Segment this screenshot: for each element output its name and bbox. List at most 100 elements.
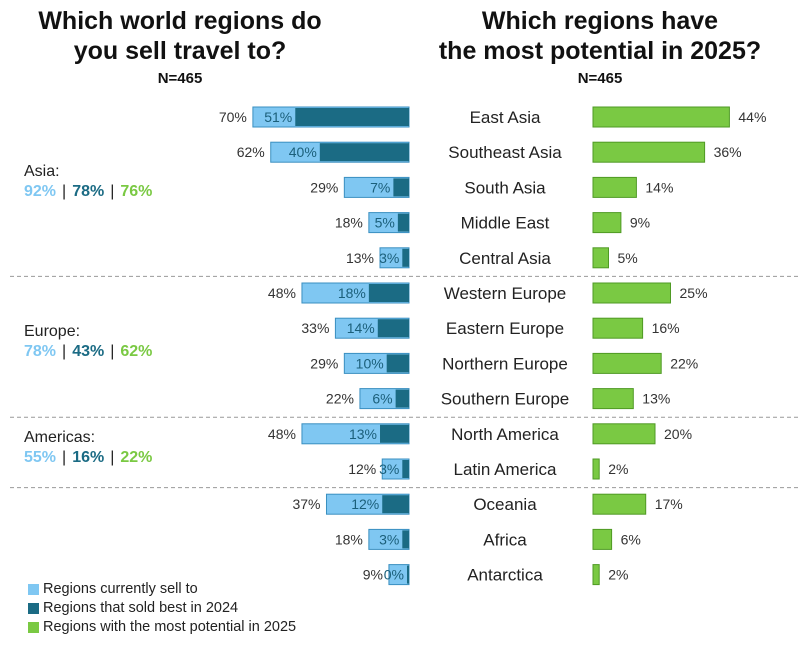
right-title-line-2: the most potential in 2025? bbox=[438, 37, 762, 65]
potential-label-east-asia: 44% bbox=[738, 109, 766, 125]
legend-item-sold-best: Regions that sold best in 2024 bbox=[28, 599, 296, 618]
potential-bar-africa bbox=[592, 528, 613, 550]
summary-europe-label: Europe: bbox=[24, 323, 81, 340]
category-label-east-asia: East Asia bbox=[470, 108, 541, 127]
legend-swatch-sell bbox=[28, 584, 39, 595]
potential-label-southeast-asia: 36% bbox=[714, 144, 742, 160]
summary-europe-best: 43% bbox=[72, 343, 105, 360]
legend-swatch-potential bbox=[28, 622, 39, 633]
potential-bar-central-asia bbox=[592, 247, 609, 269]
best-bar-central-asia bbox=[402, 248, 409, 267]
best-label-east-asia: 51% bbox=[264, 109, 292, 125]
summary-europe: Europe: 78% | 43% | 62% bbox=[24, 323, 153, 360]
best-label-south-asia: 7% bbox=[370, 179, 390, 195]
category-label-northern-europe: Northern Europe bbox=[442, 354, 568, 373]
best-label-eastern-europe: 14% bbox=[347, 320, 375, 336]
best-bar-southeast-asia bbox=[319, 143, 409, 162]
best-label-southeast-asia: 40% bbox=[289, 144, 317, 160]
potential-label-northern-europe: 22% bbox=[670, 355, 698, 371]
potential-bar-south-asia bbox=[592, 176, 637, 198]
right-chart-title: Which regions have the most potential in… bbox=[400, 6, 800, 66]
legend-swatch-sold-best bbox=[28, 603, 39, 614]
best-bar-east-asia bbox=[295, 108, 409, 126]
summary-americas-label: Americas: bbox=[24, 429, 96, 446]
best-label-north-america: 13% bbox=[349, 426, 377, 442]
category-label-oceania: Oceania bbox=[473, 495, 537, 514]
summary-americas-best: 16% bbox=[72, 449, 105, 466]
category-label-antarctica: Antarctica bbox=[467, 566, 543, 585]
category-label-middle-east: Middle East bbox=[461, 214, 550, 233]
potential-bar-middle-east bbox=[592, 212, 622, 234]
sell-label-central-asia: 13% bbox=[346, 250, 374, 266]
potential-bar-eastern-europe bbox=[592, 317, 644, 339]
summary-europe-potential: 62% bbox=[120, 343, 153, 360]
left-chart-title: Which world regions do you sell travel t… bbox=[0, 6, 360, 66]
sell-label-antarctica: 9% bbox=[363, 567, 383, 583]
best-label-central-asia: 3% bbox=[379, 250, 399, 266]
potential-label-south-asia: 14% bbox=[645, 179, 673, 195]
summary-asia-potential: 76% bbox=[120, 183, 153, 200]
category-label-latin-america: Latin America bbox=[454, 460, 558, 479]
sell-label-southern-europe: 22% bbox=[326, 391, 354, 407]
legend-item-sell: Regions currently sell to bbox=[28, 580, 296, 599]
chart-legend: Regions currently sell to Regions that s… bbox=[28, 580, 296, 637]
best-label-middle-east: 5% bbox=[375, 215, 395, 231]
potential-bar-east-asia bbox=[592, 106, 730, 128]
potential-label-eastern-europe: 16% bbox=[652, 320, 680, 336]
summary-americas: Americas: 55% | 16% | 22% bbox=[24, 429, 153, 466]
best-label-southern-europe: 6% bbox=[372, 391, 392, 407]
legend-label-potential: Regions with the most potential in 2025 bbox=[43, 619, 297, 635]
summary-americas-potential: 22% bbox=[120, 449, 153, 466]
potential-bar-north-america bbox=[592, 423, 656, 445]
potential-bar-southern-europe bbox=[592, 388, 634, 410]
best-bar-western-europe bbox=[368, 284, 409, 302]
left-title-line-1: Which world regions do bbox=[38, 7, 322, 35]
best-bar-northern-europe bbox=[386, 354, 409, 373]
potential-label-north-america: 20% bbox=[664, 426, 692, 442]
best-bar-south-asia bbox=[393, 178, 409, 197]
category-label-south-asia: South Asia bbox=[464, 178, 546, 197]
category-label-southeast-asia: Southeast Asia bbox=[448, 143, 562, 162]
legend-item-potential: Regions with the most potential in 2025 bbox=[28, 618, 296, 637]
sell-label-western-europe: 48% bbox=[268, 285, 296, 301]
potential-label-middle-east: 9% bbox=[630, 215, 650, 231]
best-label-northern-europe: 10% bbox=[356, 355, 384, 371]
summary-asia-best: 78% bbox=[72, 183, 105, 200]
legend-label-sold-best: Regions that sold best in 2024 bbox=[43, 600, 239, 616]
summary-americas-sell: 55% bbox=[24, 449, 57, 466]
best-bar-southern-europe bbox=[395, 389, 409, 408]
category-label-eastern-europe: Eastern Europe bbox=[446, 319, 564, 338]
best-bar-north-america bbox=[380, 424, 409, 443]
potential-bar-antarctica bbox=[592, 564, 600, 586]
best-label-africa: 3% bbox=[379, 531, 399, 547]
sell-label-latin-america: 12% bbox=[348, 461, 376, 477]
legend-label-sell: Regions currently sell to bbox=[43, 581, 198, 597]
potential-bar-western-europe bbox=[592, 282, 671, 304]
sell-label-north-america: 48% bbox=[268, 426, 296, 442]
best-bar-middle-east bbox=[397, 213, 409, 232]
sell-label-southeast-asia: 62% bbox=[237, 144, 265, 160]
summary-asia: Asia: 92% | 78% | 76% bbox=[24, 163, 153, 200]
summary-asia-sell: 92% bbox=[24, 183, 57, 200]
potential-bar-oceania bbox=[592, 493, 647, 515]
right-sample-size: N=465 bbox=[577, 70, 623, 87]
category-label-southern-europe: Southern Europe bbox=[441, 390, 570, 409]
potential-bar-latin-america bbox=[592, 458, 600, 480]
best-label-antarctica: 0% bbox=[384, 567, 404, 583]
potential-label-oceania: 17% bbox=[655, 496, 683, 512]
left-title-line-2: you sell travel to? bbox=[73, 37, 287, 65]
best-bar-eastern-europe bbox=[377, 319, 409, 338]
best-label-oceania: 12% bbox=[351, 496, 379, 512]
best-bar-antarctica bbox=[407, 565, 409, 584]
sell-label-eastern-europe: 33% bbox=[301, 320, 329, 336]
best-bar-latin-america bbox=[402, 460, 409, 478]
summary-europe-sell: 78% bbox=[24, 343, 57, 360]
sell-label-oceania: 37% bbox=[292, 496, 320, 512]
sell-label-south-asia: 29% bbox=[310, 179, 338, 195]
category-label-north-america: North America bbox=[451, 425, 559, 444]
best-label-latin-america: 3% bbox=[379, 461, 399, 477]
potential-label-central-asia: 5% bbox=[618, 250, 638, 266]
summary-asia-label: Asia: bbox=[24, 163, 60, 180]
potential-bar-southeast-asia bbox=[592, 141, 706, 163]
